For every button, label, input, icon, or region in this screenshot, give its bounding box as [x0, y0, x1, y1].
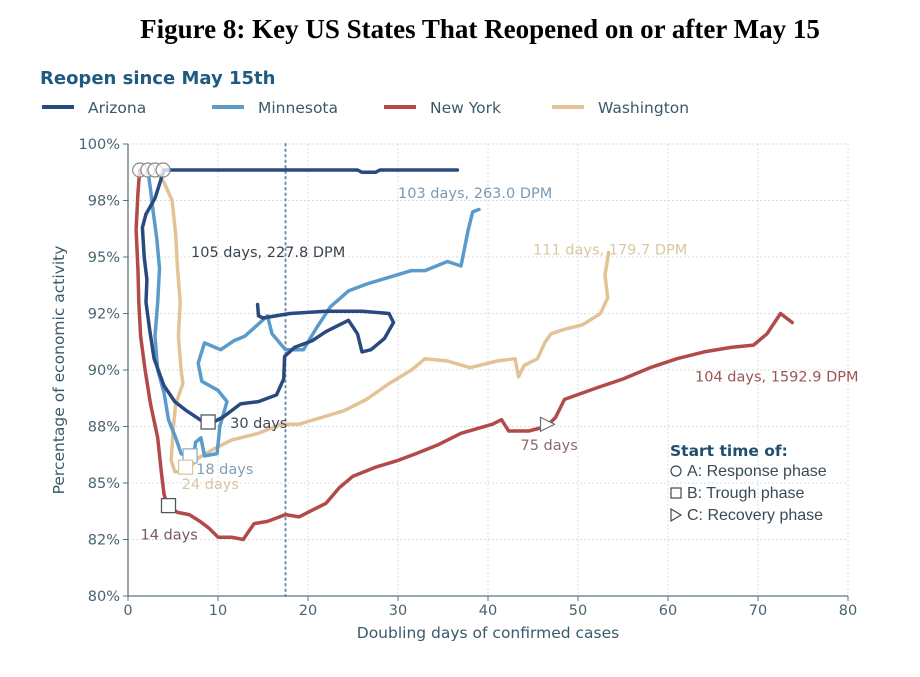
trough-label: 14 days — [141, 528, 198, 544]
response-marker — [155, 162, 171, 178]
y-tick-label: 80% — [88, 589, 120, 605]
series-group — [134, 168, 794, 542]
series-line-arizona — [140, 168, 460, 426]
trough-marker — [160, 497, 177, 514]
legend-label-washington: Washington — [598, 99, 689, 117]
y-tick-label: 95% — [88, 250, 120, 266]
grid — [128, 143, 849, 597]
series-line-new-york — [134, 168, 794, 542]
trough-marker — [200, 414, 216, 430]
axes: 0 10 20 30 40 50 60 70 80 80% 82% 85% 88% 90% 92% 95% 98… — [79, 137, 858, 619]
circle-symbol-icon — [670, 465, 682, 477]
series-line-washington — [153, 168, 611, 474]
y-tick-label: 88% — [88, 420, 120, 436]
x-axis-label: Doubling days of confirmed cases — [357, 624, 619, 642]
figure-title: Figure 8: Key US States That Reopened on… — [140, 14, 820, 44]
x-tick-label: 30 — [389, 603, 407, 619]
chart-subtitle: Reopen since May 15th — [40, 68, 275, 89]
y-tick-label: 85% — [88, 476, 120, 492]
phase-legend-item: B: Trough phase — [687, 485, 805, 502]
end-annotation-washington: 111 days, 179.7 DPM — [533, 243, 687, 259]
legend-label-arizona: Arizona — [88, 99, 146, 117]
legend-label-minnesota: Minnesota — [258, 99, 338, 117]
phase-legend-item: A: Response phase — [687, 463, 827, 480]
x-tick-label: 50 — [569, 603, 587, 619]
y-axis-label: Percentage of economic activity — [50, 246, 68, 495]
trough-marker — [177, 459, 194, 475]
x-tick-label: 0 — [123, 603, 132, 619]
markers-group — [132, 162, 556, 514]
y-tick-label: 90% — [88, 363, 120, 379]
series-line-minnesota — [146, 168, 481, 460]
trough-label: 24 days — [182, 477, 239, 493]
legend: Arizona Minnesota New York Washington — [42, 99, 689, 117]
x-tick-label: 70 — [749, 603, 767, 619]
recovery-label: 75 days — [521, 438, 578, 454]
phase-legend-title: Start time of: — [670, 442, 788, 460]
end-annotation-arizona: 105 days, 227.8 DPM — [191, 245, 345, 261]
y-tick-label: 98% — [88, 194, 120, 210]
y-tick-label: 100% — [79, 137, 120, 153]
trough-label: 30 days — [230, 416, 287, 432]
x-tick-label: 20 — [299, 603, 317, 619]
square-symbol-icon — [670, 487, 682, 499]
phase-legend: Start time of: A: Response phase B: Trough… — [670, 442, 827, 524]
y-tick-label: 82% — [88, 533, 120, 549]
end-annotation-new-york: 104 days, 1592.9 DPM — [695, 369, 859, 385]
x-tick-label: 80 — [839, 603, 857, 619]
x-tick-label: 40 — [479, 603, 497, 619]
y-tick-label: 92% — [88, 307, 120, 323]
x-tick-label: 10 — [209, 603, 227, 619]
triangle-symbol-icon — [670, 507, 683, 523]
x-tick-label: 60 — [659, 603, 677, 619]
recovery-marker — [539, 416, 556, 433]
legend-label-new-york: New York — [430, 99, 501, 117]
phase-legend-item: C: Recovery phase — [687, 507, 823, 524]
end-annotation-minnesota: 103 days, 263.0 DPM — [398, 186, 552, 202]
trough-label: 18 days — [196, 462, 253, 478]
